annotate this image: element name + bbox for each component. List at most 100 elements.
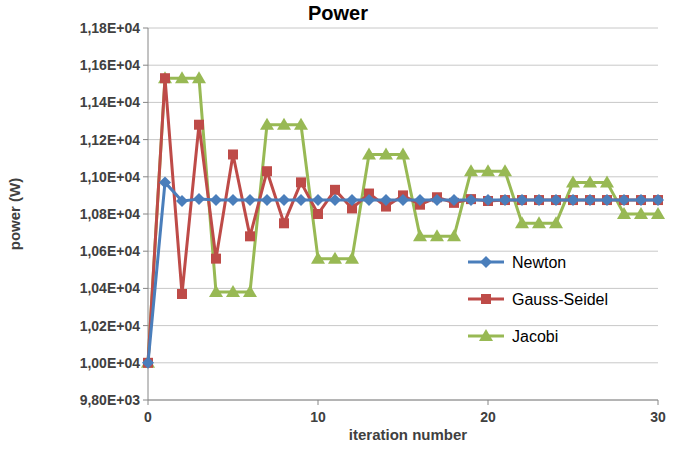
data-point — [176, 195, 188, 207]
plot-area — [141, 71, 665, 369]
grid-line — [148, 28, 658, 29]
y-tick — [143, 251, 148, 252]
data-point — [464, 164, 478, 176]
data-point — [515, 216, 529, 228]
data-point — [209, 285, 223, 297]
data-point — [261, 194, 273, 206]
y-tick-label: 1,00E+04 — [80, 355, 141, 371]
series-line — [148, 78, 658, 363]
data-point — [312, 194, 324, 206]
series — [142, 176, 664, 368]
data-point — [311, 252, 325, 264]
data-point — [431, 194, 443, 206]
data-point — [160, 73, 170, 83]
y-tick-label: 1,06E+04 — [80, 243, 141, 259]
grid-line — [148, 400, 658, 401]
series — [143, 73, 663, 368]
data-point — [192, 71, 206, 83]
y-tick — [143, 28, 148, 29]
data-point — [636, 195, 646, 205]
y-tick-label: 1,18E+04 — [80, 20, 141, 36]
data-point — [619, 195, 629, 205]
data-point — [601, 194, 613, 206]
y-tick-label: 1,16E+04 — [80, 57, 141, 73]
data-point — [567, 194, 579, 206]
data-point — [602, 195, 612, 205]
data-point — [295, 194, 307, 206]
data-point — [618, 194, 630, 206]
legend-label: Gauss-Seidel — [512, 291, 608, 308]
grid-line — [148, 65, 658, 66]
grid-line — [148, 139, 658, 140]
data-point — [228, 149, 238, 159]
data-point — [159, 176, 171, 188]
data-point — [498, 164, 512, 176]
data-point — [380, 194, 392, 206]
grid-line — [148, 251, 658, 252]
data-point — [278, 194, 290, 206]
data-point — [533, 194, 545, 206]
data-point — [158, 71, 172, 83]
data-point — [653, 195, 663, 205]
y-tick-label: 1,10E+04 — [80, 169, 141, 185]
data-point — [499, 194, 511, 206]
data-point — [413, 229, 427, 241]
data-point — [617, 207, 631, 219]
data-point — [396, 147, 410, 159]
data-point — [226, 285, 240, 297]
data-point — [500, 195, 510, 205]
data-point — [177, 289, 187, 299]
data-point — [551, 195, 561, 205]
grid-line — [148, 176, 658, 177]
data-point — [330, 185, 340, 195]
y-tick — [143, 65, 148, 66]
data-point — [211, 254, 221, 264]
data-point — [549, 216, 563, 228]
x-tick-label: 20 — [480, 409, 496, 425]
y-tick-label: 1,04E+04 — [80, 280, 141, 296]
data-point — [210, 194, 222, 206]
title: Power — [308, 2, 368, 24]
x-tick — [148, 400, 149, 405]
y-tick-label: 1,08E+04 — [80, 206, 141, 222]
data-point — [227, 194, 239, 206]
data-point — [448, 194, 460, 206]
data-point — [447, 229, 461, 241]
data-point — [243, 285, 257, 297]
data-point — [414, 194, 426, 206]
data-point — [277, 118, 291, 130]
x-tick — [488, 400, 489, 405]
data-point — [345, 252, 359, 264]
x-tick-label: 30 — [650, 409, 666, 425]
legend-marker — [479, 329, 493, 341]
data-point — [568, 195, 578, 205]
data-point — [313, 209, 323, 219]
data-point — [244, 194, 256, 206]
data-point — [260, 118, 274, 130]
y-tick-label: 1,02E+04 — [80, 318, 141, 334]
y-tick — [143, 400, 148, 401]
data-point — [141, 356, 155, 368]
y-tick — [143, 214, 148, 215]
y-tick-label: 1,12E+04 — [80, 132, 141, 148]
data-point — [194, 120, 204, 130]
y-tick-label: 9,80E+03 — [80, 392, 141, 408]
legend-marker — [480, 256, 492, 268]
legend-label: Newton — [512, 254, 566, 271]
data-point — [635, 194, 647, 206]
grid-line — [148, 325, 658, 326]
x-tick-label: 0 — [144, 409, 152, 425]
data-point — [328, 252, 342, 264]
data-point — [600, 175, 614, 187]
grid-line — [148, 362, 658, 363]
data-point — [465, 194, 477, 206]
data-point — [585, 195, 595, 205]
grid-line — [148, 288, 658, 289]
data-point — [481, 164, 495, 176]
data-point — [262, 166, 272, 176]
data-point — [516, 194, 528, 206]
data-point — [532, 216, 546, 228]
data-point — [482, 194, 494, 206]
data-point — [430, 229, 444, 241]
y-axis-label: power (W) — [6, 178, 23, 251]
